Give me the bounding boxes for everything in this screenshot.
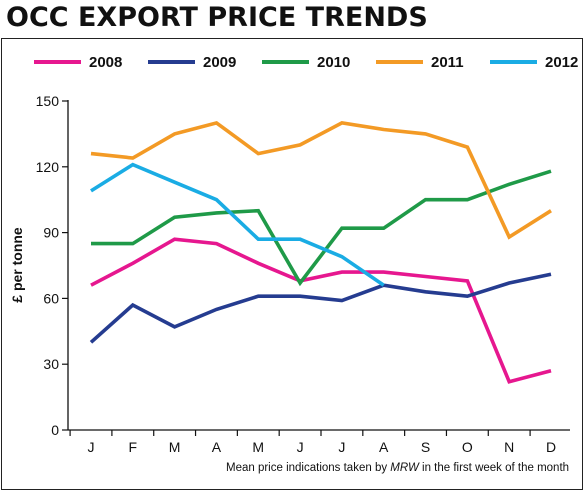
legend-label-2008: 2008 — [89, 54, 122, 71]
series-line-2009 — [89, 272, 552, 344]
footnote-text-end: in the first week of the month — [418, 462, 570, 474]
footnote: Mean price indications taken by MRW in t… — [226, 462, 569, 474]
legend-label-2011: 2011 — [431, 54, 464, 71]
legend-label-2010: 2010 — [317, 54, 350, 71]
legend-label-2012: 2012 — [545, 54, 578, 71]
chart-frame — [1, 38, 583, 490]
y-axis-label: £ per tonne — [9, 227, 25, 303]
series-line-2012 — [90, 162, 385, 287]
footnote-source: MRW — [390, 462, 419, 474]
x-tick-label: O — [462, 439, 473, 455]
legend: 2008 2009 2010 2011 2012 — [34, 54, 578, 71]
x-tick-label: M — [169, 439, 181, 455]
y-tick-label: 30 — [43, 356, 59, 372]
y-tick-label: 0 — [51, 422, 59, 438]
chart-title: OCC EXPORT PRICE TRENDS — [6, 2, 428, 33]
series-line-2008 — [90, 237, 552, 384]
x-tick-label: M — [252, 439, 264, 455]
series-line-2011 — [90, 120, 552, 240]
x-tick-label: S — [421, 439, 430, 455]
series-line-2010 — [91, 169, 552, 287]
y-tick-label: 150 — [36, 93, 60, 109]
x-tick-label: J — [338, 439, 345, 455]
y-tick-label: 90 — [43, 225, 59, 241]
x-tick-label: D — [546, 439, 556, 455]
x-tick-label: J — [297, 439, 304, 455]
x-tick-label: A — [379, 439, 389, 455]
x-tick-label: N — [504, 439, 514, 455]
y-tick-label: 60 — [43, 290, 59, 306]
y-tick-label: 120 — [36, 159, 60, 175]
series-lines — [89, 120, 552, 384]
x-tick-label: A — [212, 439, 222, 455]
y-axis: 0 30 60 90 120 150 — [36, 93, 69, 438]
x-tick-label: F — [129, 439, 138, 455]
x-tick-label: J — [88, 439, 95, 455]
legend-label-2009: 2009 — [203, 54, 236, 71]
footnote-text: Mean price indications taken by — [226, 462, 391, 474]
